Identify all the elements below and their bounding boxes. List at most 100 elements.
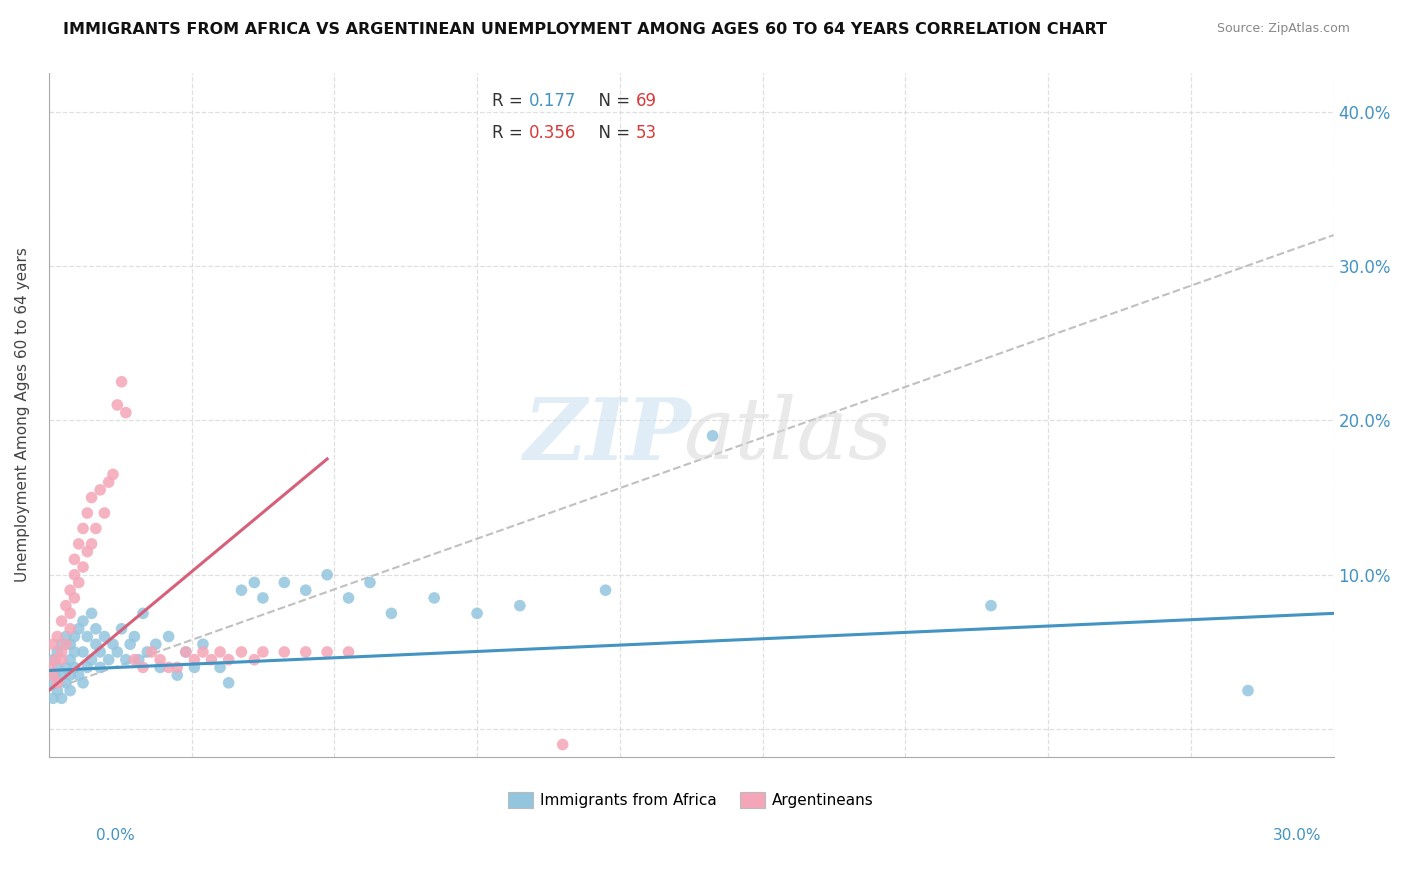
Point: [51, 637, 73, 651]
Text: R =: R =: [492, 93, 529, 111]
Point: [97, 475, 120, 490]
Point: [51, 691, 73, 706]
Point: [63, 591, 86, 605]
Point: [84, 521, 107, 535]
Point: [110, 622, 132, 636]
Point: [80, 607, 103, 621]
Point: [46, 676, 69, 690]
Point: [132, 660, 155, 674]
Point: [63, 552, 86, 566]
Point: [67, 537, 90, 551]
Point: [76, 506, 98, 520]
Text: ZIP: ZIP: [524, 393, 692, 477]
Point: [124, 630, 146, 644]
Point: [80, 653, 103, 667]
Point: [115, 653, 138, 667]
Text: 0.177: 0.177: [529, 93, 576, 111]
Point: [80, 537, 103, 551]
Point: [209, 660, 232, 674]
Text: N =: N =: [588, 93, 636, 111]
Point: [166, 660, 188, 674]
Text: R =: R =: [492, 124, 529, 142]
Point: [132, 607, 155, 621]
Point: [44, 653, 66, 667]
Point: [59, 653, 82, 667]
Point: [72, 614, 94, 628]
Point: [294, 645, 316, 659]
Point: [72, 521, 94, 535]
Point: [39, 660, 62, 674]
Point: [174, 645, 197, 659]
Point: [136, 645, 159, 659]
Point: [359, 575, 381, 590]
Point: [55, 637, 77, 651]
Point: [141, 645, 163, 659]
Point: [101, 637, 124, 651]
Point: [218, 653, 240, 667]
Point: [243, 653, 266, 667]
Point: [105, 398, 128, 412]
Point: [55, 676, 77, 690]
Point: [42, 668, 65, 682]
Point: [273, 645, 295, 659]
Point: [84, 622, 107, 636]
Point: [55, 599, 77, 613]
Point: [72, 560, 94, 574]
Point: [89, 660, 111, 674]
Point: [120, 637, 142, 651]
Point: [101, 467, 124, 482]
Point: [191, 637, 214, 651]
Point: [423, 591, 446, 605]
Point: [218, 676, 240, 690]
Point: [380, 607, 402, 621]
Point: [157, 660, 180, 674]
Point: [183, 653, 205, 667]
Point: [149, 653, 172, 667]
Point: [46, 630, 69, 644]
Point: [509, 599, 531, 613]
Point: [59, 637, 82, 651]
Point: [51, 668, 73, 682]
Point: [44, 668, 66, 682]
Point: [76, 630, 98, 644]
Point: [42, 691, 65, 706]
Point: [76, 544, 98, 558]
Text: 53: 53: [636, 124, 657, 142]
Point: [243, 575, 266, 590]
Point: [46, 683, 69, 698]
Text: N =: N =: [588, 124, 636, 142]
Point: [294, 583, 316, 598]
Point: [59, 622, 82, 636]
Point: [124, 653, 146, 667]
Point: [702, 429, 724, 443]
Y-axis label: Unemployment Among Ages 60 to 64 years: Unemployment Among Ages 60 to 64 years: [15, 247, 30, 582]
Point: [551, 738, 574, 752]
Point: [465, 607, 488, 621]
Point: [59, 683, 82, 698]
Point: [46, 660, 69, 674]
Point: [89, 645, 111, 659]
Point: [89, 483, 111, 497]
Point: [183, 660, 205, 674]
Point: [59, 583, 82, 598]
Point: [128, 653, 150, 667]
Point: [97, 653, 120, 667]
Point: [316, 645, 339, 659]
Point: [110, 375, 132, 389]
Point: [46, 645, 69, 659]
Point: [67, 668, 90, 682]
Point: [84, 637, 107, 651]
Point: [105, 645, 128, 659]
Point: [200, 653, 222, 667]
Point: [55, 660, 77, 674]
Point: [51, 645, 73, 659]
Point: [67, 622, 90, 636]
Point: [980, 599, 1002, 613]
Point: [42, 637, 65, 651]
Point: [63, 660, 86, 674]
Point: [55, 630, 77, 644]
Text: 0.0%: 0.0%: [96, 829, 135, 843]
Point: [595, 583, 617, 598]
Point: [337, 645, 360, 659]
Point: [72, 645, 94, 659]
